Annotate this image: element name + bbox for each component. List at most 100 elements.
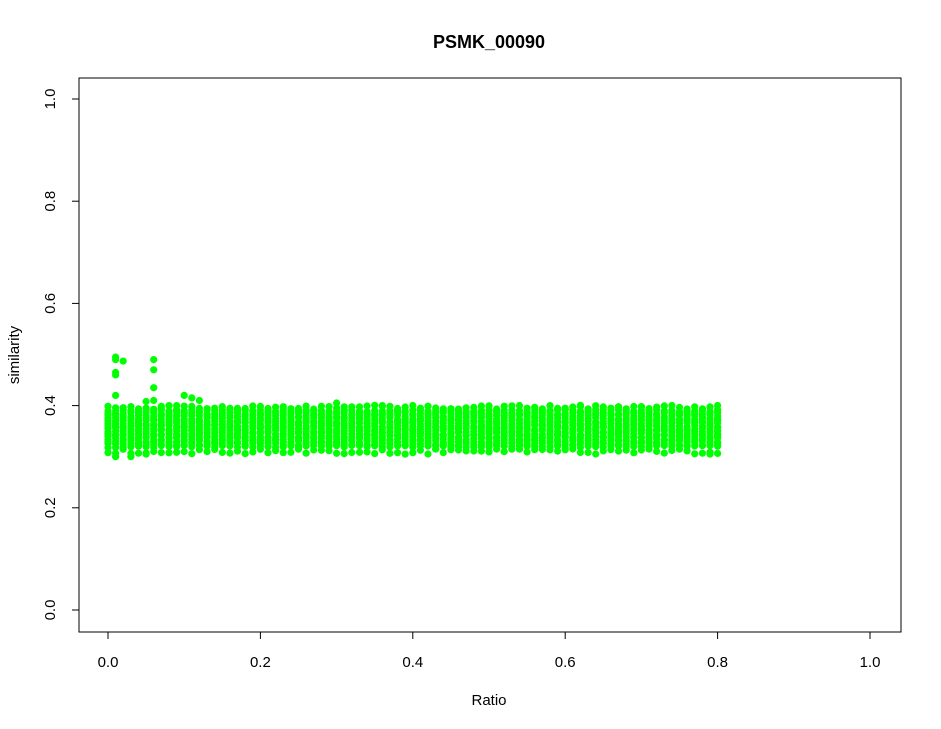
data-point [173,402,181,410]
data-point [378,446,386,454]
data-point [515,445,524,453]
data-point [348,403,356,411]
data-point [569,445,577,453]
data-point [180,391,188,399]
data-point [546,402,554,410]
data-point [241,450,249,458]
data-point [630,402,638,411]
data-point [653,403,661,411]
data-point [203,448,211,456]
plot-frame [78,77,902,633]
data-point [264,449,272,457]
data-point [119,404,127,412]
data-point [538,445,546,454]
data-point [462,404,470,412]
data-point [272,447,280,455]
data-point [660,407,668,415]
data-point [637,403,646,411]
data-point [508,445,516,453]
data-point [165,407,173,415]
data-point [363,402,371,410]
x-axis: 0.0 0.2 0.4 0.6 0.8 1.0 [98,631,881,671]
data-point [355,403,364,411]
data-points [104,353,722,461]
data-point [675,445,684,453]
data-point [394,449,402,457]
data-point [150,356,158,364]
data-point [424,402,432,410]
data-point [614,447,623,455]
data-point [333,399,341,407]
data-point [294,404,303,413]
data-point [241,404,249,413]
data-point [691,450,699,458]
y-tick-label: 0.6 [42,293,59,314]
data-point [439,405,447,413]
x-tick-label: 1.0 [860,654,881,671]
data-point [333,404,341,412]
data-point [150,405,158,413]
data-point [226,449,234,457]
data-point [195,396,203,405]
data-point [142,397,150,406]
data-point [698,405,707,413]
data-point [691,403,699,411]
data-point [188,402,196,410]
data-point [561,446,569,454]
data-point [272,403,280,411]
data-point [112,453,120,461]
data-point [157,404,165,412]
data-point [592,402,600,410]
data-point [401,450,409,458]
data-point [371,406,379,415]
data-point [195,404,203,412]
data-point [325,403,333,411]
data-point [302,449,310,457]
data-point [515,401,524,410]
data-point [104,432,112,440]
x-tick-label: 0.6 [555,654,576,671]
data-point [668,446,676,455]
data-point [477,402,485,410]
data-point [531,446,539,454]
data-point [287,405,295,413]
data-point [447,446,455,454]
data-point [576,403,585,411]
data-point [401,403,409,411]
data-point [637,446,646,454]
y-tick-label: 0.2 [42,497,59,518]
data-point [462,447,470,455]
data-point [188,450,196,458]
y-tick-label: 0.8 [42,191,59,212]
data-point [340,450,348,458]
y-tick-label: 0.0 [42,600,59,621]
data-point [287,448,295,456]
data-point [698,449,707,457]
data-point [554,447,562,455]
data-point [645,445,653,453]
data-point [340,403,348,411]
data-point [386,449,394,457]
data-point [714,417,722,425]
data-point [302,402,310,410]
data-point [134,449,143,457]
data-point [218,448,226,456]
data-point [668,401,676,410]
data-point [363,448,371,456]
data-point [607,446,615,454]
data-point [538,405,546,413]
data-point [584,448,592,456]
data-point [432,404,440,412]
data-point [150,396,158,405]
data-point [409,401,417,410]
data-point [180,448,188,456]
data-point [233,404,242,412]
data-point [294,445,303,453]
data-point [706,403,714,411]
data-point [112,371,120,379]
data-point [500,402,508,410]
data-point [134,405,143,413]
y-tick-label: 1.0 [42,89,59,110]
data-point [599,403,607,411]
